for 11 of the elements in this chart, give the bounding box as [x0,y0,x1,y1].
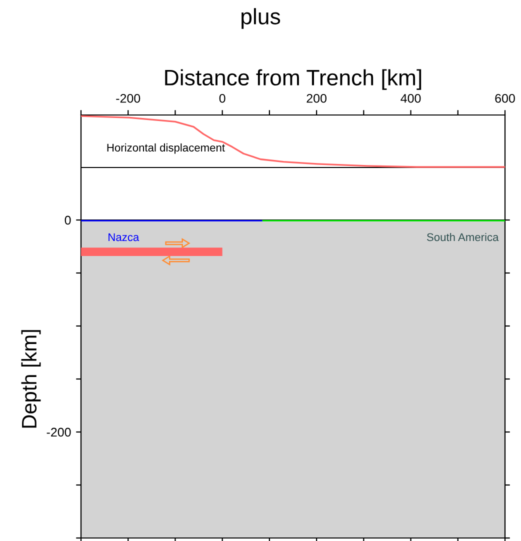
x-tick-label: 200 [306,94,326,103]
x-axis-title: Distance from Trench [km] [165,69,422,90]
y-axis-title: Depth [km] [21,330,41,428]
chart-title: plus [242,8,280,29]
x-tick-label: -200 [116,94,140,103]
annotation: South America [426,232,499,242]
x-tick-label: 0 [219,94,226,103]
annotation: Nazca [108,233,140,242]
x-tick-label: 400 [400,94,421,103]
x-tick-label: 600 [495,94,515,103]
annotation: Horizontal displacement [107,143,225,154]
